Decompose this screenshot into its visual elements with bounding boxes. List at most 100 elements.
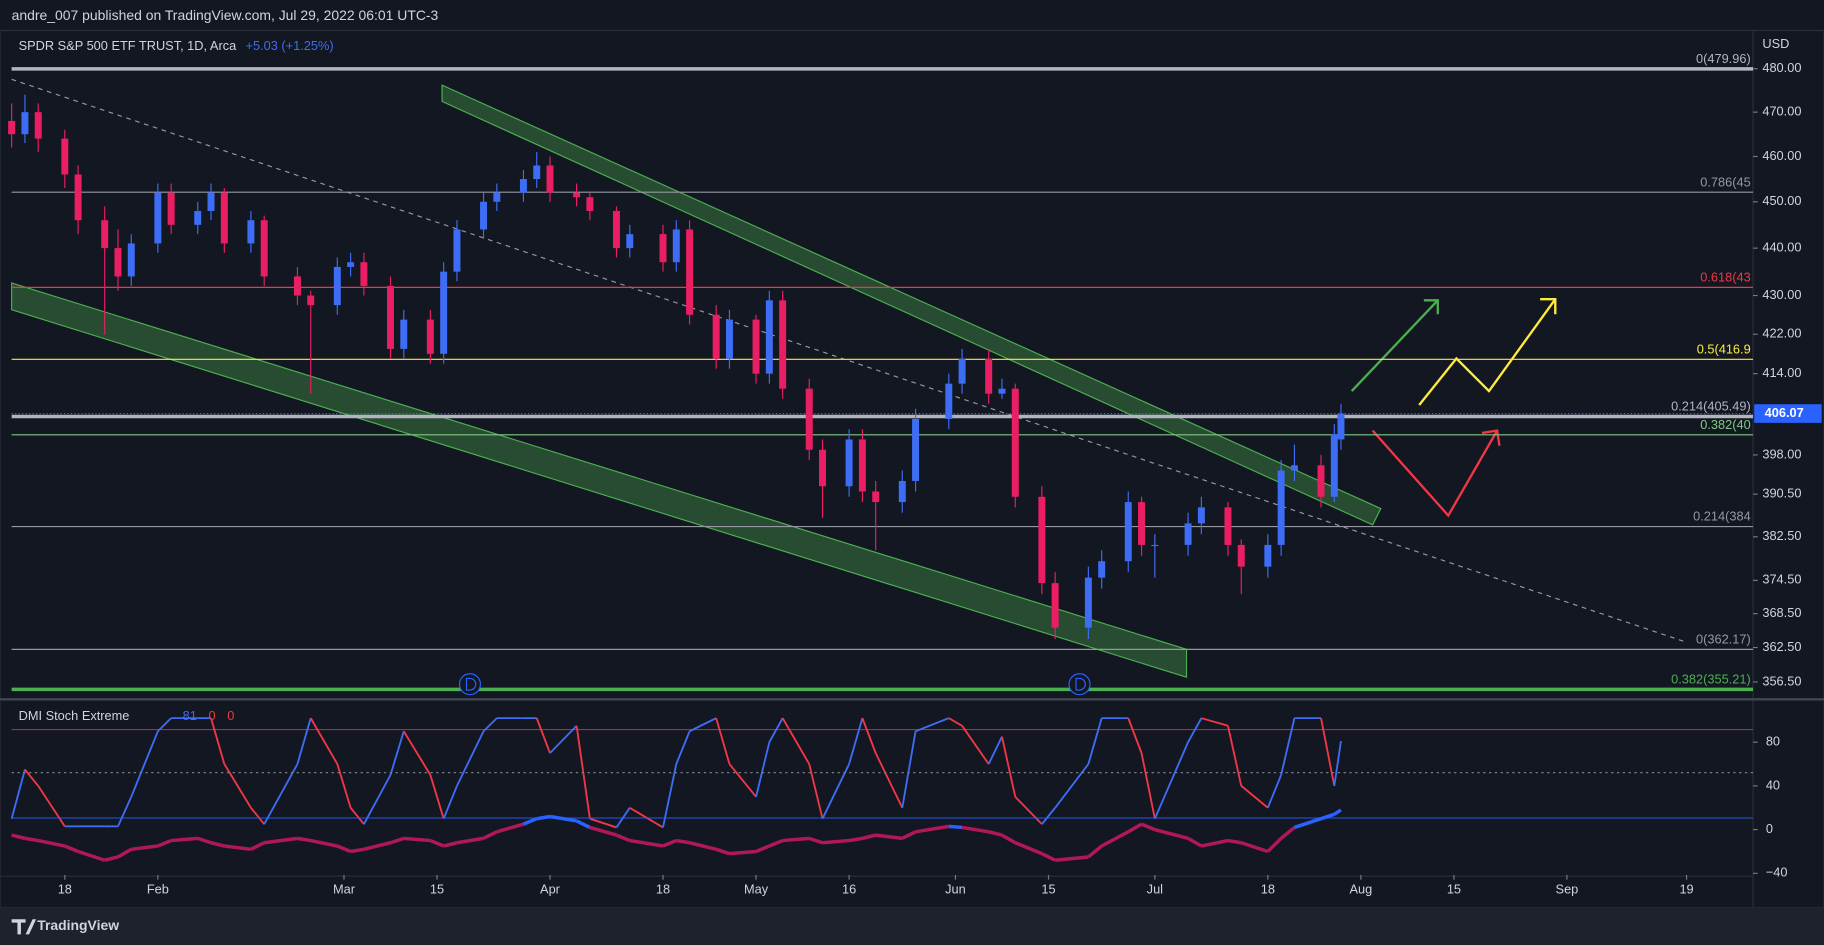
stoch-line bbox=[755, 741, 771, 798]
dmi-line bbox=[875, 833, 903, 841]
indicator-tick-label: 80 bbox=[1766, 734, 1780, 749]
candle-body bbox=[333, 266, 341, 306]
stoch-line bbox=[848, 717, 864, 765]
candle-body bbox=[194, 210, 202, 225]
fib-label: 0(362.17) bbox=[1696, 631, 1751, 646]
stoch-line bbox=[389, 730, 405, 776]
stoch-line bbox=[781, 717, 811, 765]
candle-body bbox=[845, 439, 853, 487]
dmi-line bbox=[389, 836, 405, 845]
time-tick-label: May bbox=[744, 881, 769, 896]
stoch-line bbox=[210, 717, 226, 765]
price-tick-label: 480.00 bbox=[1762, 60, 1801, 75]
candle-body bbox=[426, 319, 434, 354]
candle-body bbox=[573, 192, 581, 198]
stoch-line bbox=[728, 763, 757, 798]
candle-body bbox=[586, 197, 594, 211]
stoch-line bbox=[130, 730, 159, 798]
dmi-line bbox=[171, 836, 198, 843]
candle-body bbox=[1011, 388, 1019, 497]
dmi-line bbox=[1054, 855, 1089, 862]
price-tick-label: 430.00 bbox=[1762, 287, 1801, 302]
dmi-line bbox=[948, 824, 963, 830]
brand-logo bbox=[11, 919, 37, 935]
dmi-line bbox=[1154, 827, 1189, 841]
stoch-line bbox=[1041, 807, 1056, 825]
dmi-line bbox=[363, 841, 391, 851]
indicator-tick-label: −40 bbox=[1766, 865, 1788, 880]
candle-body bbox=[260, 220, 268, 277]
candle-body bbox=[779, 300, 787, 389]
candle-body bbox=[712, 314, 720, 359]
stoch-line bbox=[1240, 785, 1269, 809]
price-tick-label: 422.00 bbox=[1762, 326, 1801, 341]
dmi-line bbox=[755, 844, 771, 854]
last-price-tag bbox=[1754, 404, 1822, 423]
indicator-readout: 0 bbox=[208, 708, 215, 723]
dmi-line bbox=[210, 841, 225, 848]
dmi-line bbox=[11, 833, 26, 841]
candle-body bbox=[898, 480, 906, 503]
dividend-icon[interactable] bbox=[458, 673, 482, 696]
dmi-line bbox=[1293, 817, 1322, 830]
dmi-line bbox=[575, 819, 591, 830]
stoch-line bbox=[223, 763, 252, 809]
dmi-line bbox=[662, 838, 677, 848]
dmi-line bbox=[589, 825, 617, 837]
dmi-line bbox=[689, 841, 717, 851]
time-tick-label: 18 bbox=[656, 881, 670, 896]
candle-body bbox=[626, 234, 634, 249]
candle-body bbox=[360, 262, 368, 286]
candle-body bbox=[1277, 470, 1285, 545]
candle-body bbox=[114, 248, 122, 277]
stoch-line bbox=[336, 763, 352, 809]
dividend-icon[interactable] bbox=[1068, 673, 1091, 696]
candle-body bbox=[293, 276, 301, 296]
candle-body bbox=[1051, 583, 1059, 628]
dmi-line bbox=[350, 847, 365, 854]
dmi-line bbox=[522, 817, 538, 826]
stoch-line bbox=[987, 736, 1003, 765]
dmi-line bbox=[1266, 837, 1283, 853]
brand-name: TradingView bbox=[37, 917, 119, 933]
dmi-line bbox=[310, 838, 338, 848]
red-arrow bbox=[1371, 429, 1499, 518]
dmi-line bbox=[1227, 838, 1242, 845]
dmi-line bbox=[24, 836, 39, 843]
candle-body bbox=[74, 174, 82, 221]
indicator-readout: 0 bbox=[227, 708, 234, 723]
dmi-line bbox=[157, 838, 172, 848]
stoch-line bbox=[535, 717, 551, 754]
indicator-readout: 81 bbox=[183, 708, 197, 723]
candle-body bbox=[247, 220, 255, 244]
stoch-line bbox=[456, 730, 485, 787]
dmi-line bbox=[403, 836, 431, 843]
fib-label: 0(479.96) bbox=[1696, 51, 1751, 66]
time-tick-label: Mar bbox=[333, 881, 356, 896]
dmi-line bbox=[496, 822, 524, 834]
stoch-line bbox=[117, 796, 133, 827]
stoch-line bbox=[874, 752, 904, 809]
yellow-arrow bbox=[1418, 298, 1557, 406]
candle-body bbox=[612, 210, 620, 249]
fib-label: 0.382(355.21) bbox=[1671, 671, 1751, 686]
candle-body bbox=[912, 418, 920, 481]
stoch-line bbox=[363, 774, 392, 825]
time-tick-label: Jun bbox=[945, 881, 966, 896]
dmi-line bbox=[1087, 844, 1103, 859]
stoch-line bbox=[1280, 717, 1296, 776]
indicator-title: DMI Stoch Extreme bbox=[19, 708, 130, 723]
fib-label: 0.786(45 bbox=[1700, 174, 1750, 189]
stoch-line bbox=[1201, 717, 1229, 727]
candle-body bbox=[819, 449, 827, 487]
stoch-line bbox=[1266, 774, 1282, 809]
dividend-icon-glyph bbox=[465, 677, 477, 691]
dmi-line bbox=[1001, 833, 1017, 845]
stoch-line bbox=[948, 717, 963, 727]
candle-body bbox=[1264, 544, 1272, 567]
candle-body bbox=[858, 439, 866, 492]
candle-body bbox=[533, 165, 541, 180]
candle-body bbox=[167, 192, 175, 225]
symbol-legend: SPDR S&P 500 ETF TRUST, 1D, Arca bbox=[19, 38, 237, 53]
stoch-line bbox=[402, 730, 432, 776]
